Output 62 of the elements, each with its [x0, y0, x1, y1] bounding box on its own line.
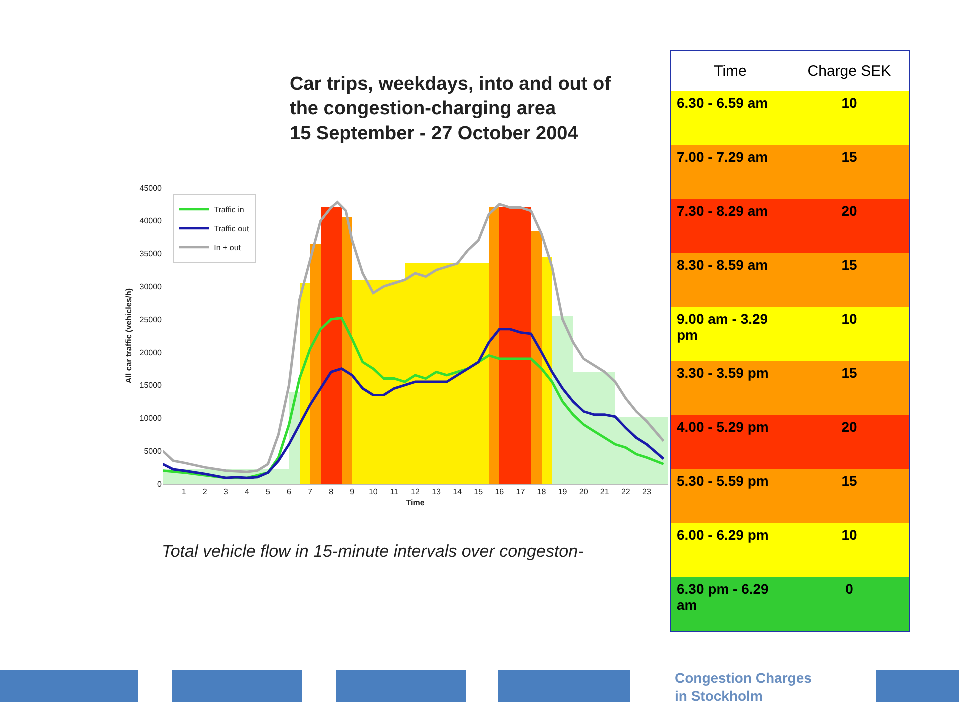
category-label: 7.00 - 7.29 am — [671, 145, 790, 199]
data-label: 15 — [790, 361, 909, 415]
category-label: 4.00 - 5.29 pm — [671, 415, 790, 469]
x-tick-label: 12 — [411, 488, 420, 497]
data-label: 0 — [790, 577, 909, 631]
x-tick-label: 20 — [579, 488, 589, 497]
category-label: 5.30 - 5.59 pm — [671, 469, 790, 523]
x-tick-label: 9 — [350, 488, 356, 497]
data-label: 10 — [790, 307, 909, 361]
legend-label: Traffic in — [214, 206, 244, 215]
x-tick-label: 14 — [453, 488, 463, 497]
y-tick-label: 15000 — [140, 381, 163, 390]
category-label: 7.30 - 8.29 am — [671, 199, 790, 253]
category-label: 3.30 - 3.59 pm — [671, 361, 790, 415]
x-axis-title: Time — [406, 498, 426, 508]
x-tick-label: 7 — [308, 488, 314, 497]
y-axis-title: All car traffic (vehicles/h) — [124, 288, 134, 384]
x-tick-label: 23 — [642, 488, 652, 497]
text: Total vehicle flow in 15-minute intervals over congeston- — [162, 542, 584, 561]
data-label: 15 — [790, 145, 909, 199]
category-label: 8.30 - 8.59 am — [671, 253, 790, 307]
x-tick-label: 19 — [558, 488, 568, 497]
x-tick-label: 2 — [202, 488, 208, 497]
data-label: 15 — [790, 253, 909, 307]
legend-label: Traffic out — [214, 224, 250, 234]
text: Congestion Charges in Stockholm — [675, 670, 812, 704]
y-tick-label: 10000 — [140, 414, 163, 424]
text: Time — [713, 62, 748, 82]
x-tick-label: 10 — [368, 488, 378, 497]
data-label: 10 — [790, 91, 909, 145]
data-label: 10 — [790, 523, 909, 577]
text: Charge SEK — [806, 62, 892, 82]
legend-label: In + out — [214, 244, 242, 253]
x-tick-label: 15 — [474, 488, 484, 497]
x-tick-label: 5 — [266, 488, 271, 497]
category-label: 6.00 - 6.29 pm — [671, 523, 790, 577]
chart-title: Car trips, weekdays, into and out of the congestion-charging area 15 September - 27 October 2004 — [290, 74, 612, 144]
x-tick-label: 11 — [390, 488, 400, 497]
y-tick-label: 30000 — [140, 282, 163, 292]
y-tick-label: 25000 — [140, 315, 163, 324]
y-tick-label: 20000 — [140, 348, 163, 358]
category-label: 6.30 - 6.59 am — [671, 91, 790, 145]
y-tick-label: 35000 — [140, 250, 163, 259]
data-label: 20 — [790, 199, 909, 253]
x-tick-label: 6 — [287, 488, 292, 497]
x-tick-label: 1 — [182, 488, 187, 497]
x-tick-label: 4 — [244, 488, 250, 497]
x-tick-label: 18 — [537, 488, 547, 497]
x-tick-label: 8 — [329, 488, 334, 497]
y-tick-label: 45000 — [140, 184, 163, 193]
x-tick-label: 17 — [516, 488, 526, 497]
y-tick-label: 5000 — [144, 446, 163, 456]
y-tick-label: 0 — [158, 480, 163, 489]
x-tick-label: 22 — [621, 488, 631, 497]
x-tick-label: 21 — [600, 488, 610, 497]
y-tick-label: 40000 — [140, 216, 163, 226]
x-tick-label: 13 — [432, 488, 442, 497]
category-label: 6.30 pm - 6.29 am — [671, 577, 790, 631]
category-label: 9.00 am - 3.29 pm — [671, 307, 790, 361]
x-tick-label: 16 — [495, 488, 505, 497]
x-tick-label: 3 — [224, 488, 229, 497]
line-series — [163, 201, 666, 474]
